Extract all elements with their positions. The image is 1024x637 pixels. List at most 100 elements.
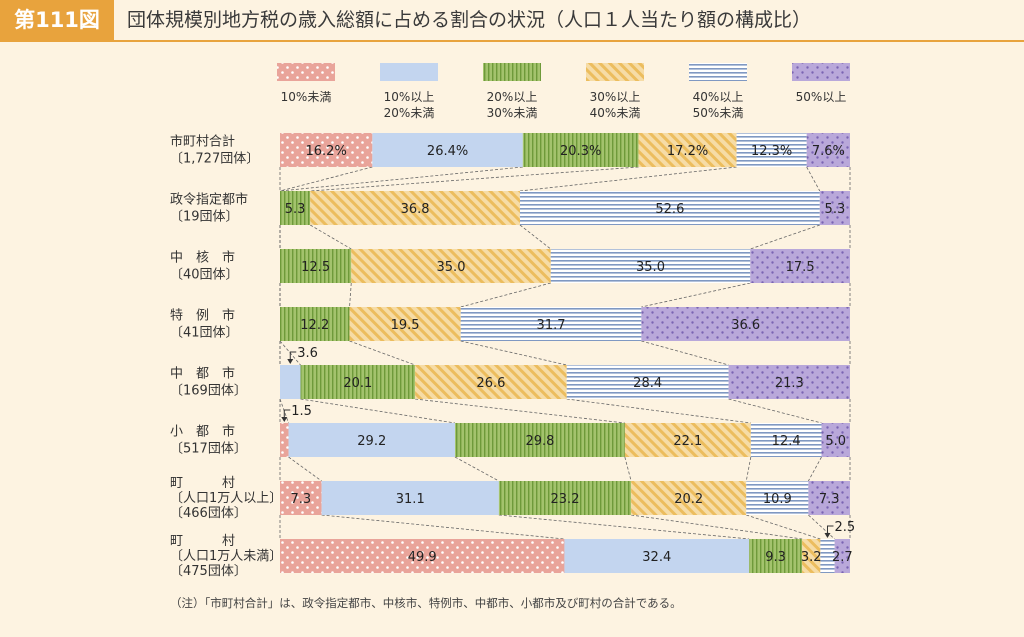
header-rule bbox=[0, 40, 1024, 42]
bar-label-r2-s5: 52.6 bbox=[655, 202, 684, 217]
footnote: （注）「市町村合計」は、政令指定都市、中核市、特例市、中都市、小都市及び町村の合… bbox=[170, 596, 682, 610]
callout-label-r8: 2.5 bbox=[834, 520, 855, 535]
connector-line bbox=[746, 514, 821, 540]
bar-r5-s6 bbox=[728, 365, 850, 399]
bar-label-r7-s1: 7.3 bbox=[290, 492, 311, 507]
category-label-r1-l2: 〔1,727団体〕 bbox=[170, 152, 259, 167]
connector-line bbox=[806, 166, 821, 192]
bar-label-r7-s3: 23.2 bbox=[551, 492, 580, 507]
bar-r7-s6 bbox=[808, 481, 850, 515]
bar-r8-s1 bbox=[280, 539, 565, 573]
connector-line bbox=[279, 166, 523, 192]
bar-label-r5-s5: 28.4 bbox=[633, 376, 662, 391]
bar-r8-s5 bbox=[820, 539, 835, 573]
connector-line bbox=[566, 398, 751, 424]
legend-label-6: 50%以上 bbox=[796, 90, 847, 104]
bar-label-r3-s3: 12.5 bbox=[301, 260, 330, 275]
bar-r2-s3 bbox=[280, 191, 311, 225]
bar-r6-s5 bbox=[750, 423, 822, 457]
legend-label-2: 10%以上 20%未満 bbox=[384, 90, 435, 120]
bar-label-r6-s2: 29.2 bbox=[357, 434, 386, 449]
bar-label-r8-s4: 3.2 bbox=[801, 550, 822, 565]
connector-line bbox=[349, 340, 416, 366]
bar-r4-s5 bbox=[460, 307, 642, 341]
connector-line bbox=[808, 514, 835, 540]
bar-label-r7-s5: 10.9 bbox=[763, 492, 792, 507]
bar-r8-s4 bbox=[802, 539, 821, 573]
bar-r4-s4 bbox=[349, 307, 461, 341]
bar-r2-s5 bbox=[519, 191, 820, 225]
bar-label-r2-s3: 5.3 bbox=[285, 202, 306, 217]
callout-label-r6: 1.5 bbox=[291, 404, 312, 419]
bar-label-r4-s5: 31.7 bbox=[537, 318, 566, 333]
figure-number-badge: 第111図 bbox=[0, 0, 114, 40]
callouts: 3.6 1.5 2.5 bbox=[281, 346, 855, 538]
bar-label-r6-s5: 12.4 bbox=[772, 434, 801, 449]
category-label-r7-l3: 〔466団体〕 bbox=[170, 506, 247, 521]
bar-r5-s4 bbox=[415, 365, 567, 399]
category-labels: 市町村合計〔1,727団体〕政令指定都市〔19団体〕中 核 市〔40団体〕特 例… bbox=[170, 134, 282, 580]
bar-r3-s3 bbox=[280, 249, 352, 283]
bar-label-r1-s4: 17.2% bbox=[667, 144, 708, 159]
category-label-r2-l1: 政令指定都市 bbox=[170, 192, 248, 208]
category-label-r5-l1: 中 都 市 bbox=[170, 366, 235, 382]
bar-r7-s3 bbox=[498, 481, 632, 515]
bar-r5-s3 bbox=[300, 365, 416, 399]
bar-r4-s6 bbox=[641, 307, 850, 341]
bar-label-r1-s6: 7.6% bbox=[812, 144, 845, 159]
connector-line bbox=[349, 282, 352, 308]
connector-lines bbox=[279, 166, 851, 540]
connector-line bbox=[519, 166, 737, 192]
header: 第111図 団体規模別地方税の歳入総額に占める割合の状況（人口１人当たり額の構成… bbox=[0, 0, 1024, 44]
bar-label-r8-s3: 9.3 bbox=[765, 550, 786, 565]
connector-line bbox=[808, 456, 822, 482]
category-label-r2-l2: 〔19団体〕 bbox=[170, 210, 239, 225]
legend-swatch-3 bbox=[483, 63, 541, 81]
connector-line bbox=[498, 514, 750, 540]
bar-r7-s4 bbox=[631, 481, 747, 515]
bar-r1-s1 bbox=[280, 133, 373, 167]
bar-label-r5-s3: 20.1 bbox=[343, 376, 372, 391]
connector-line bbox=[321, 514, 565, 540]
category-label-r4-l1: 特 例 市 bbox=[170, 308, 235, 324]
legend-swatch-6 bbox=[792, 63, 850, 81]
connector-line bbox=[519, 224, 551, 250]
category-label-r8-l3: 〔475団体〕 bbox=[170, 564, 247, 579]
connector-line bbox=[641, 340, 729, 366]
connector-line bbox=[310, 224, 352, 250]
legend-label-3: 20%以上 30%未満 bbox=[487, 90, 538, 120]
figure-title: 団体規模別地方税の歳入総額に占める割合の状況（人口１人当たり額の構成比） bbox=[127, 9, 812, 31]
legend-swatch-5 bbox=[689, 63, 747, 81]
connector-line bbox=[415, 398, 625, 424]
bar-label-r7-s4: 20.2 bbox=[674, 492, 703, 507]
connector-line bbox=[624, 456, 632, 482]
bar-r3-s5 bbox=[550, 249, 751, 283]
connector-line bbox=[745, 456, 752, 482]
bar-label-r1-s5: 12.3% bbox=[751, 144, 792, 159]
bar-r6-s6 bbox=[821, 423, 850, 457]
category-label-r7-l1: 町 村 bbox=[170, 476, 235, 491]
category-label-r6-l1: 小 都 市 bbox=[170, 424, 235, 440]
callout-arrow bbox=[824, 533, 831, 538]
connector-line bbox=[310, 166, 639, 192]
bar-label-r1-s2: 26.4% bbox=[427, 144, 468, 159]
callout-arrow bbox=[287, 359, 294, 364]
bar-r6-s3 bbox=[454, 423, 625, 457]
bar-r8-s6 bbox=[834, 539, 850, 573]
legend-swatch-1 bbox=[277, 63, 335, 81]
bar-r8-s2 bbox=[564, 539, 750, 573]
bar-label-r2-s4: 36.8 bbox=[401, 202, 430, 217]
callout-label-r5: 3.6 bbox=[297, 346, 318, 361]
bar-label-r8-s2: 32.4 bbox=[642, 550, 671, 565]
legend-label-4: 30%以上 40%未満 bbox=[590, 90, 641, 120]
connector-line bbox=[641, 282, 751, 308]
legend: 10%未満 10%以上 20%未満 20%以上 30%未満 30%以上 40%未満 40%以上… bbox=[277, 63, 850, 120]
bar-r3-s4 bbox=[351, 249, 551, 283]
bar-r1-s2 bbox=[372, 133, 523, 167]
bar-r5-s5 bbox=[566, 365, 729, 399]
bar-label-r4-s3: 12.2 bbox=[300, 318, 329, 333]
bar-r1-s6 bbox=[806, 133, 850, 167]
connector-line bbox=[750, 224, 820, 250]
bar-label-r6-s4: 22.1 bbox=[673, 434, 702, 449]
